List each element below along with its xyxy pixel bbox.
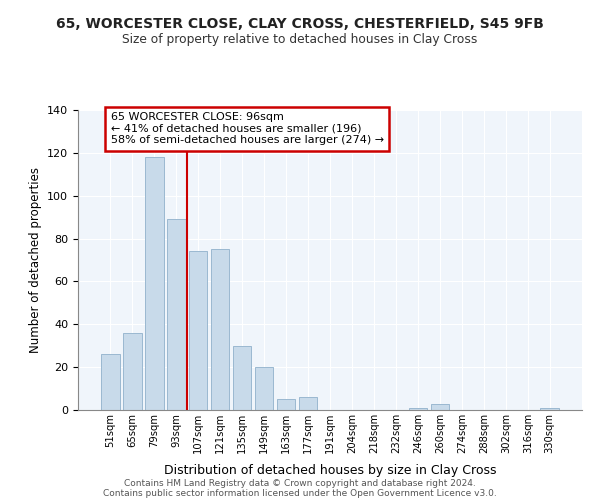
Bar bbox=[431, 404, 449, 410]
Bar bbox=[145, 157, 164, 410]
Bar bbox=[211, 250, 229, 410]
Bar bbox=[189, 252, 208, 410]
Bar bbox=[233, 346, 251, 410]
Bar bbox=[409, 408, 427, 410]
Bar bbox=[299, 397, 317, 410]
Text: Contains public sector information licensed under the Open Government Licence v3: Contains public sector information licen… bbox=[103, 488, 497, 498]
Bar bbox=[123, 333, 142, 410]
X-axis label: Distribution of detached houses by size in Clay Cross: Distribution of detached houses by size … bbox=[164, 464, 496, 477]
Bar bbox=[277, 400, 295, 410]
Text: Contains HM Land Registry data © Crown copyright and database right 2024.: Contains HM Land Registry data © Crown c… bbox=[124, 478, 476, 488]
Text: Size of property relative to detached houses in Clay Cross: Size of property relative to detached ho… bbox=[122, 32, 478, 46]
Bar bbox=[101, 354, 119, 410]
Bar bbox=[541, 408, 559, 410]
Y-axis label: Number of detached properties: Number of detached properties bbox=[29, 167, 41, 353]
Text: 65 WORCESTER CLOSE: 96sqm
← 41% of detached houses are smaller (196)
58% of semi: 65 WORCESTER CLOSE: 96sqm ← 41% of detac… bbox=[110, 112, 384, 146]
Text: 65, WORCESTER CLOSE, CLAY CROSS, CHESTERFIELD, S45 9FB: 65, WORCESTER CLOSE, CLAY CROSS, CHESTER… bbox=[56, 18, 544, 32]
Bar bbox=[167, 220, 185, 410]
Bar bbox=[255, 367, 274, 410]
